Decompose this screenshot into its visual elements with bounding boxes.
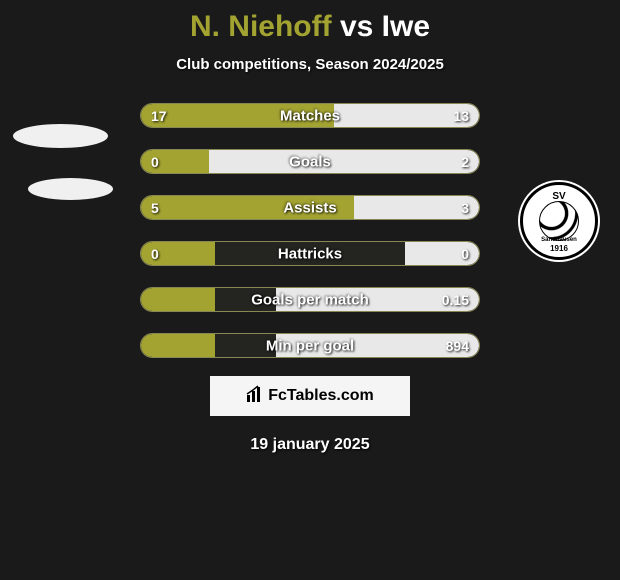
comparison-infographic: N. Niehoff vs Iwe Club competitions, Sea…	[0, 0, 620, 580]
bar-left-fill	[141, 288, 215, 311]
stat-value-right: 0	[461, 246, 469, 262]
stat-label: Hattricks	[278, 245, 342, 262]
stat-row: Goals per match 0.15	[140, 287, 480, 312]
badge-sv: SV	[552, 191, 565, 202]
logo-text: FcTables.com	[268, 387, 374, 405]
badge-club-name: Sandhausen	[541, 237, 577, 243]
subtitle: Club competitions, Season 2024/2025	[176, 56, 444, 73]
bar-right-fill	[209, 150, 479, 173]
stat-value-right: 2	[461, 154, 469, 170]
badge-year: 1916	[550, 244, 568, 253]
stat-label: Goals per match	[251, 291, 369, 308]
stat-value-left: 17	[151, 108, 167, 124]
player1-name: N. Niehoff	[190, 10, 332, 43]
chart-icon	[246, 385, 264, 408]
soccer-ball-icon	[539, 201, 579, 241]
player1-badge-ellipse-top	[13, 124, 108, 148]
stat-row: Goals 0 2	[140, 149, 480, 174]
stat-label: Matches	[280, 107, 340, 124]
bar-left-fill	[141, 334, 215, 357]
player1-badge-ellipse-bottom	[28, 178, 113, 200]
stat-value-left: 0	[151, 154, 159, 170]
fctables-logo: FcTables.com	[210, 376, 410, 416]
stat-value-right: 3	[461, 200, 469, 216]
stat-label: Min per goal	[266, 337, 354, 354]
stat-label: Assists	[283, 199, 336, 216]
stat-value-right: 13	[453, 108, 469, 124]
badge-inner: SV Sandhausen 1916	[520, 182, 598, 260]
stat-value-left: 5	[151, 200, 159, 216]
stat-row: Matches 17 13	[140, 103, 480, 128]
player2-name: Iwe	[382, 10, 430, 43]
stat-row: Hattricks 0 0	[140, 241, 480, 266]
stat-label: Goals	[289, 153, 331, 170]
stat-row: Assists 5 3	[140, 195, 480, 220]
vs-text: vs	[340, 10, 373, 43]
stat-value-left: 0	[151, 246, 159, 262]
stat-row: Min per goal 894	[140, 333, 480, 358]
page-title: N. Niehoff vs Iwe	[190, 10, 430, 44]
stat-value-right: 894	[446, 338, 469, 354]
footer-date: 19 january 2025	[250, 436, 369, 454]
stat-value-right: 0.15	[442, 292, 469, 308]
stat-bars: Matches1713Goals02Assists53Hattricks00Go…	[140, 103, 480, 358]
player2-club-badge: SV Sandhausen 1916	[518, 180, 600, 262]
